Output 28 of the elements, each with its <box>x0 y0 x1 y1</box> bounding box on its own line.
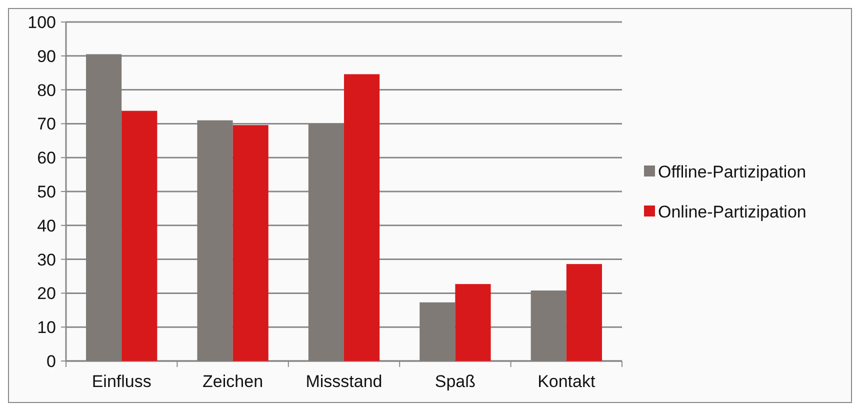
x-tick-label: Kontakt <box>538 372 596 391</box>
bar <box>455 284 491 361</box>
y-tick-label: 50 <box>37 182 56 202</box>
legend-label: Online-Partizipation <box>658 202 806 222</box>
x-tick-label: Spaß <box>434 372 476 391</box>
y-tick-label: 10 <box>37 318 56 338</box>
bar <box>308 124 344 361</box>
y-tick-label: 70 <box>37 114 56 134</box>
bar <box>420 302 456 361</box>
bar <box>344 74 380 361</box>
x-tick-label: Missstand <box>306 372 382 391</box>
bar <box>122 110 158 361</box>
y-tick-label: 20 <box>37 284 56 304</box>
bar <box>197 120 233 361</box>
bar <box>86 54 122 361</box>
bar <box>530 290 566 361</box>
y-tick-label: 100 <box>28 12 56 32</box>
bar <box>232 125 268 361</box>
y-tick-label: 60 <box>37 148 56 168</box>
y-tick-label: 40 <box>37 216 56 236</box>
y-tick-label: 30 <box>37 250 56 270</box>
legend-label: Offline-Partizipation <box>658 162 806 182</box>
bar <box>566 264 602 361</box>
y-tick-label: 0 <box>46 352 56 371</box>
y-tick-label: 90 <box>37 46 56 66</box>
x-tick-label: Einfluss <box>92 372 152 391</box>
x-tick-label: Zeichen <box>202 372 264 391</box>
y-tick-label: 80 <box>37 80 56 100</box>
